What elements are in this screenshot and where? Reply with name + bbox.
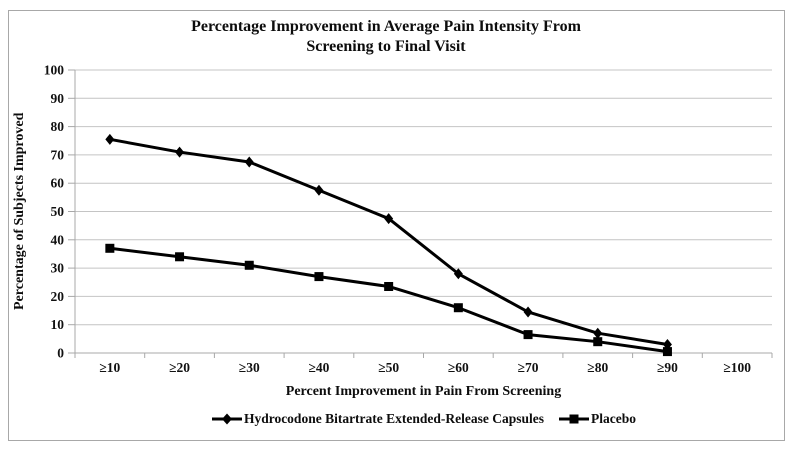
x-tick-label: ≥30	[239, 360, 260, 375]
y-tick-label: 10	[51, 317, 65, 332]
legend-item-hydrocodone: Hydrocodone Bitartrate Extended-Release …	[211, 411, 544, 427]
y-tick-label: 50	[51, 204, 65, 219]
x-tick-label: ≥20	[169, 360, 190, 375]
y-tick-label: 20	[51, 289, 65, 304]
legend: Hydrocodone Bitartrate Extended-Release …	[75, 411, 772, 427]
data-point-hydrocodone	[175, 146, 185, 158]
y-tick-label: 100	[44, 63, 65, 78]
x-tick-label: ≥80	[587, 360, 608, 375]
chart-title-line2: Screening to Final Visit	[306, 38, 466, 55]
data-point-placebo	[314, 272, 324, 282]
chart-title-line1: Percentage Improvement in Average Pain I…	[191, 18, 581, 35]
legend-item-placebo: Placebo	[558, 411, 636, 427]
legend-line-diamond-icon	[211, 413, 242, 425]
x-axis-title: Percent Improvement in Pain From Screeni…	[285, 384, 562, 399]
data-point-hydrocodone	[593, 327, 603, 339]
series-line-hydrocodone	[109, 137, 668, 346]
data-point-hydrocodone	[384, 213, 394, 225]
y-tick-label: 30	[51, 261, 65, 276]
legend-label-hydrocodone: Hydrocodone Bitartrate Extended-Release …	[243, 411, 545, 426]
x-tick-label: ≥90	[657, 360, 678, 375]
data-point-placebo	[105, 243, 115, 253]
y-tick-label: 0	[57, 346, 64, 361]
y-tick-label: 60	[51, 176, 65, 191]
data-point-placebo	[384, 281, 394, 291]
data-point-hydrocodone	[314, 184, 324, 196]
data-point-hydrocodone	[523, 306, 533, 318]
data-point-placebo	[593, 337, 603, 347]
data-point-placebo	[523, 330, 533, 340]
y-tick-label: 90	[51, 91, 65, 106]
data-point-hydrocodone	[105, 133, 115, 145]
legend-line-square-icon	[559, 414, 590, 424]
y-tick-label: 40	[51, 232, 65, 247]
y-tick-label: 80	[51, 119, 65, 134]
y-tick-label: 70	[51, 147, 65, 162]
x-tick-label: ≥50	[378, 360, 399, 375]
series-line-placebo	[109, 246, 668, 354]
x-tick-label: ≥40	[308, 360, 329, 375]
data-point-hydrocodone	[244, 156, 254, 168]
x-tick-label: ≥100	[723, 360, 751, 375]
chart-title: Percentage Improvement in Average Pain I…	[0, 17, 772, 57]
x-tick-label: ≥60	[448, 360, 469, 375]
data-point-placebo	[453, 303, 463, 313]
data-point-hydrocodone	[453, 268, 463, 280]
x-tick-label: ≥70	[518, 360, 539, 375]
data-point-placebo	[244, 260, 254, 270]
data-point-placebo	[662, 347, 672, 357]
legend-label-placebo: Placebo	[591, 411, 637, 426]
data-point-placebo	[175, 252, 185, 262]
x-tick-label: ≥10	[99, 360, 120, 375]
